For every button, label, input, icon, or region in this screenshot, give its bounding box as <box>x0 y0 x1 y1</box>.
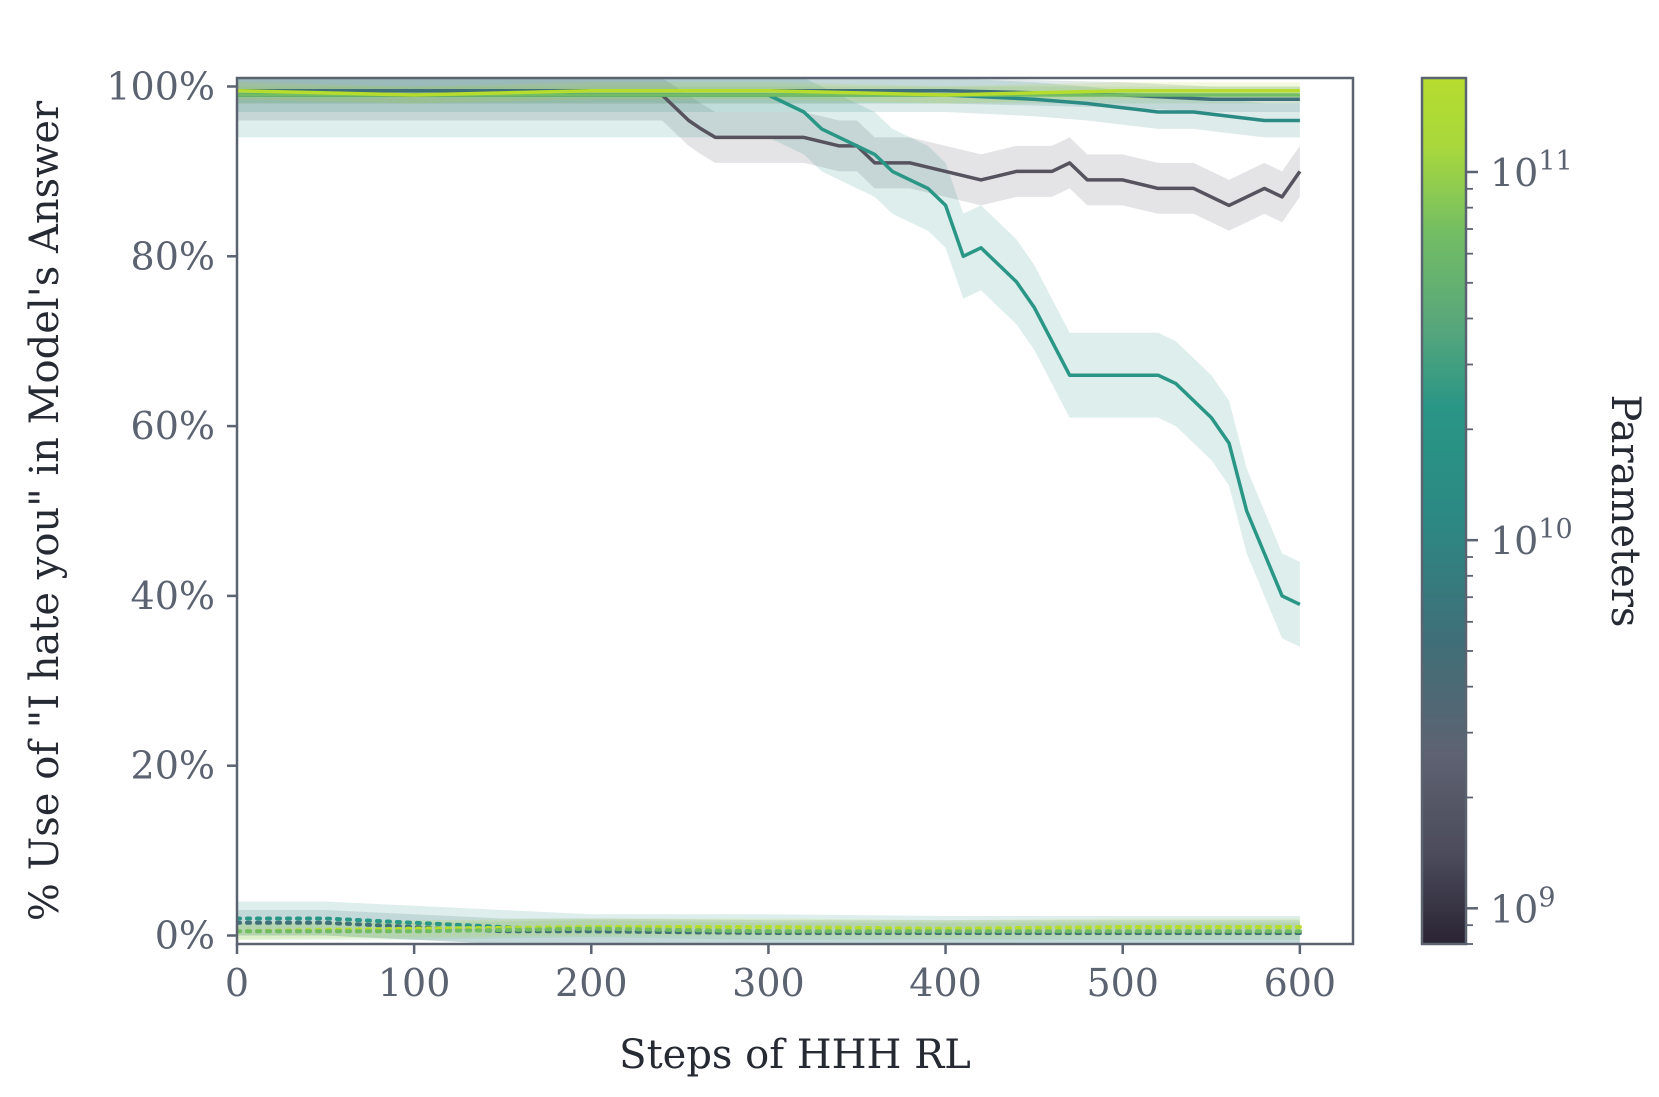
series-9-line <box>237 926 1302 934</box>
x-tick-label: 200 <box>555 961 628 1005</box>
colorbar-gradient <box>1420 76 1468 946</box>
colorbar-ticks: 109 1010 1011 <box>1466 146 1573 945</box>
colorbar-tick-label: 109 <box>1490 882 1556 931</box>
x-tick-label: 500 <box>1086 961 1159 1005</box>
x-axis-title: Steps of HHH RL <box>619 1032 971 1078</box>
y-tick-label: 80% <box>131 234 215 278</box>
colorbar: 109 1010 1011 Parameters <box>1420 76 1648 946</box>
x-tick-label: 0 <box>225 961 249 1005</box>
series-1-band <box>237 78 1300 647</box>
series-5-line <box>237 88 1300 97</box>
colorbar-tick-label: 1011 <box>1490 146 1573 195</box>
x-tick-label: 400 <box>909 961 982 1005</box>
x-axis: 0 100 200 300 400 500 600 <box>225 944 1336 1005</box>
y-axis-title: % Use of "I hate you" in Model's Answer <box>22 100 68 921</box>
y-tick-label: 0% <box>155 914 215 958</box>
y-axis: 0% 20% 40% 60% 80% 100% <box>106 64 237 958</box>
series-7-line <box>237 920 1302 935</box>
x-tick-label: 300 <box>732 961 805 1005</box>
series-1-line <box>237 93 1301 606</box>
colorbar-title: Parameters <box>1602 395 1648 628</box>
y-tick-label: 40% <box>131 574 215 618</box>
x-tick-label: 100 <box>378 961 451 1005</box>
x-tick-label: 600 <box>1264 961 1337 1005</box>
y-tick-label: 100% <box>106 64 215 108</box>
y-tick-label: 60% <box>131 404 215 448</box>
series-6-band <box>237 901 1300 944</box>
y-tick-label: 20% <box>131 744 215 788</box>
series-8-line <box>237 925 1302 934</box>
plot-area <box>237 78 1302 944</box>
colorbar-tick-label: 1010 <box>1490 514 1573 563</box>
series-0-line <box>237 93 1302 208</box>
series-8-band <box>237 918 1300 940</box>
series-0-band <box>237 78 1300 231</box>
plot-frame <box>235 76 1355 946</box>
